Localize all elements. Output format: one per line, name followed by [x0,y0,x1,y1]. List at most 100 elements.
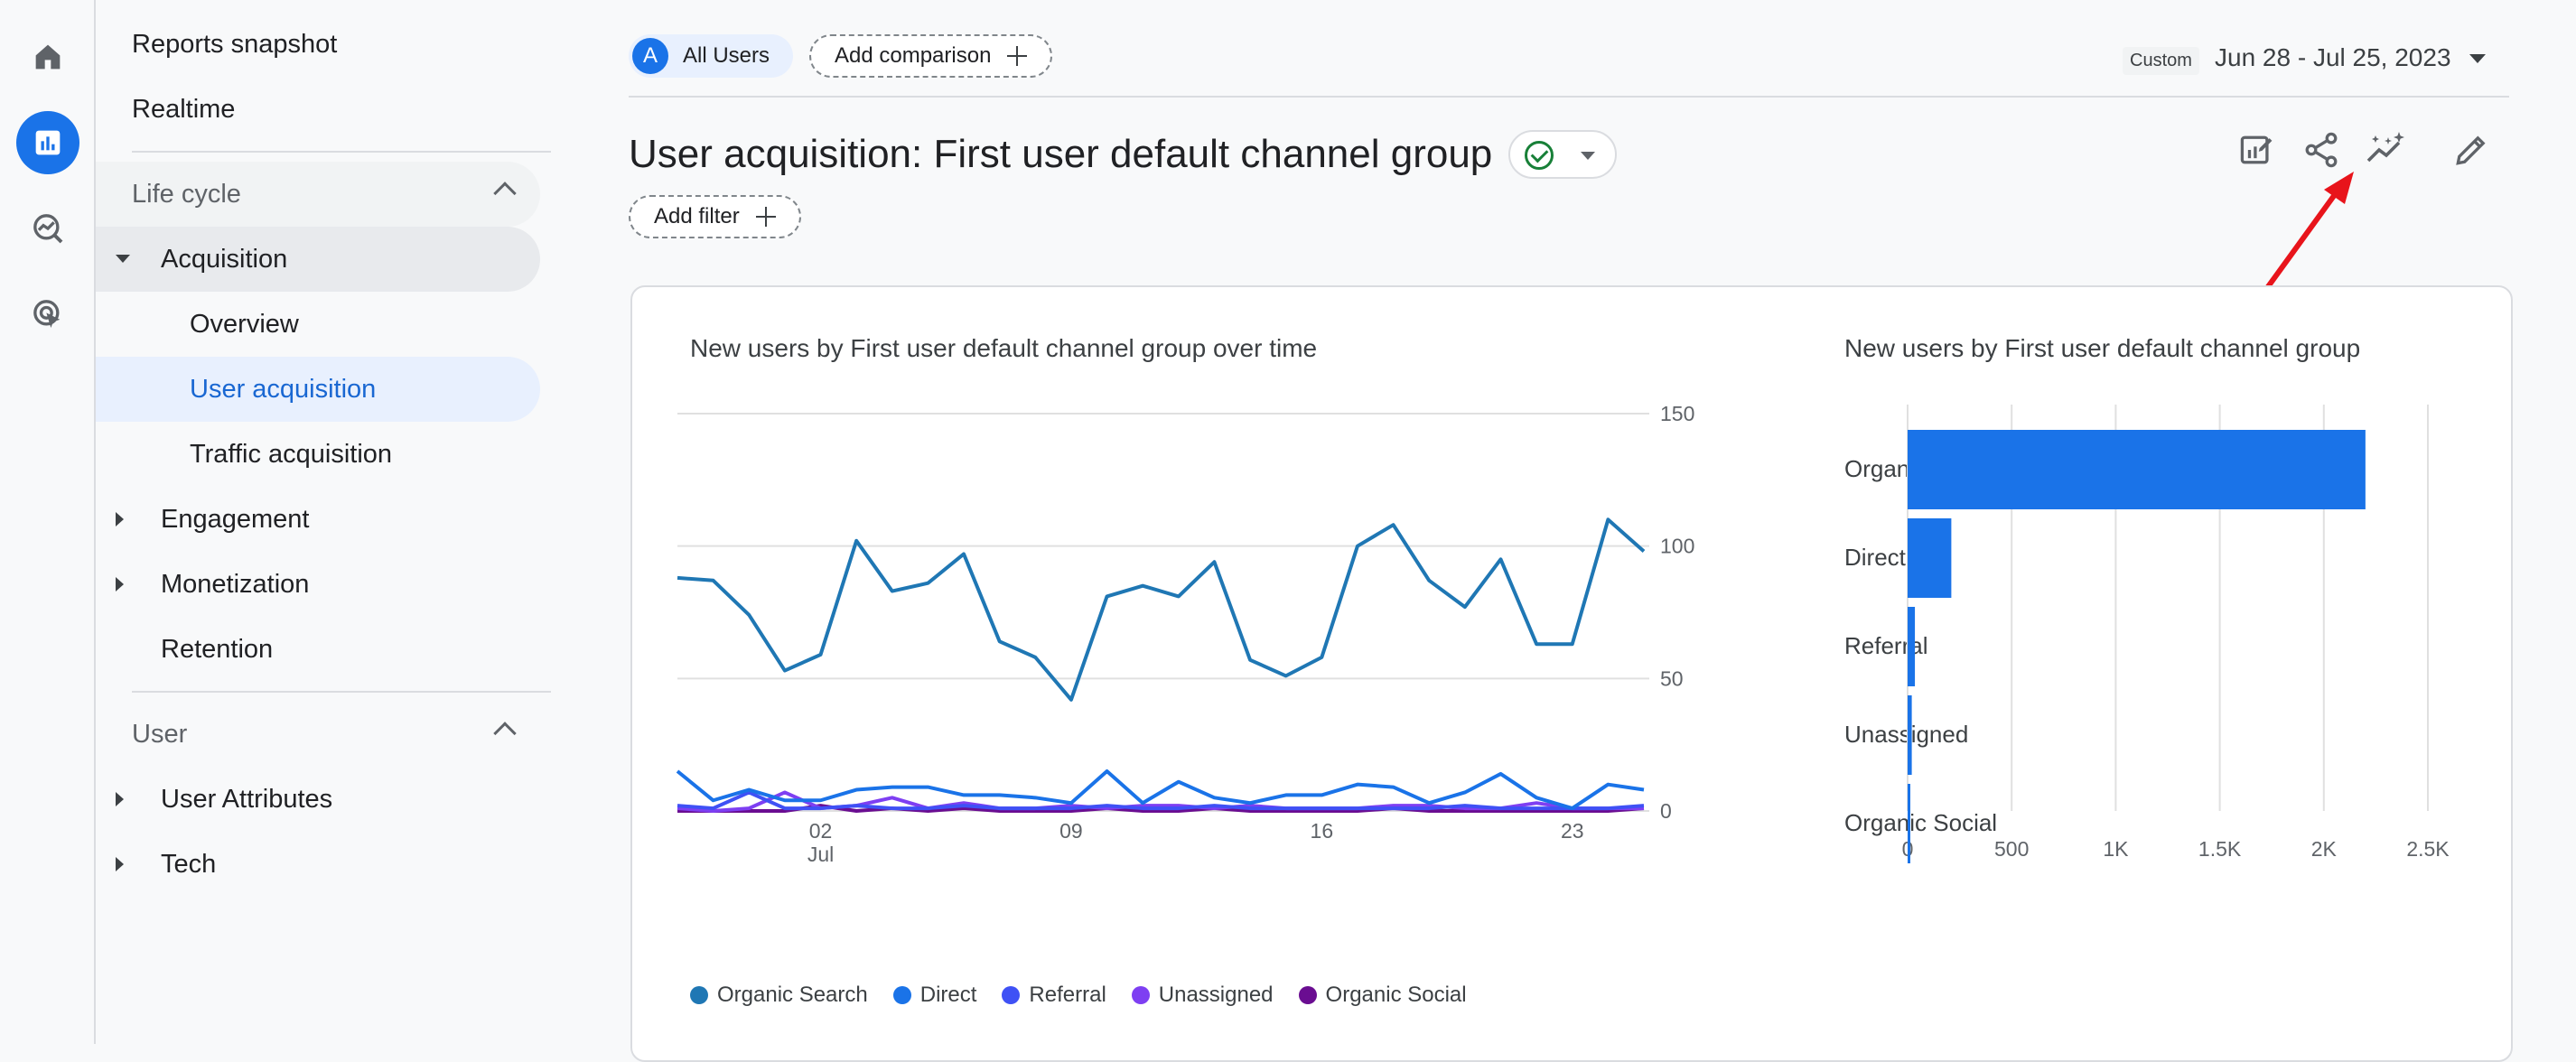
caret-down-icon[interactable] [2469,54,2486,63]
line-chart-legend: Organic Search Direct Referral Unassigned Or… [690,983,1467,1008]
home-icon[interactable] [16,25,79,88]
chevron-up-icon [493,722,517,745]
main-content: A All Users Add comparison Custom Jun 28… [547,0,2576,1062]
legend-label: Referral [1029,983,1106,1007]
sidebar-item-label: Monetization [161,569,310,599]
sidebar-item-monetization[interactable]: Monetization [96,552,540,617]
sidebar-item-realtime[interactable]: Realtime [132,77,235,142]
legend-dot-icon [892,986,911,1004]
caret-right-icon [116,792,124,806]
line-chart-title: New users by First user default channel … [690,334,1318,362]
legend-item[interactable]: Organic Search [690,983,868,1008]
charts-card: New users by First user default channel … [630,285,2513,1062]
divider [132,691,551,693]
caret-right-icon [116,577,124,592]
sidebar-item-engagement[interactable]: Engagement [96,487,540,552]
x-tick-label: 2K [2311,837,2338,861]
y-tick-label: 150 [1660,402,1694,425]
nav-rail [0,0,96,1044]
sidebar-item-reports-snapshot[interactable]: Reports snapshot [132,12,337,77]
legend-label: Unassigned [1158,983,1274,1007]
sidebar-item-label: User acquisition [190,374,377,404]
date-range-picker[interactable]: Jun 28 - Jul 25, 2023 [2215,43,2451,71]
series-line-referral [677,790,1645,811]
x-tick-label: 23 [1561,819,1584,843]
share-icon[interactable] [2296,125,2347,175]
sidebar-item-label: Realtime [132,94,236,124]
legend-dot-icon [690,986,708,1004]
legend-item[interactable]: Unassigned [1131,983,1274,1008]
bar-category-label: Organic Social [1844,809,1998,836]
chevron-up-icon [493,182,517,205]
section-life-cycle[interactable]: Life cycle [96,162,540,227]
page-title: User acquisition: First user default cha… [629,132,1493,176]
y-tick-label: 50 [1660,666,1684,690]
x-tick-label: 1.5K [2198,837,2242,861]
add-filter-button[interactable]: Add filter [629,195,801,238]
y-tick-label: 100 [1660,535,1694,558]
plus-icon [1007,46,1028,66]
insights-icon[interactable] [2361,125,2412,175]
bar-direct [1908,518,1952,598]
caret-right-icon [116,512,124,526]
edit-pencil-icon[interactable] [2446,125,2497,175]
avatar: A [632,38,668,74]
sidebar-item-tech[interactable]: Tech [96,832,540,897]
caret-down-icon [1581,152,1595,160]
legend-dot-icon [1131,986,1150,1004]
legend-label: Direct [919,983,977,1007]
divider [629,96,2509,98]
legend-item[interactable]: Organic Social [1298,983,1467,1008]
explore-icon[interactable] [16,197,79,260]
legend-label: Organic Search [717,983,868,1007]
bar-category-label: Unassigned [1844,721,1969,748]
sidebar-item-user-attributes[interactable]: User Attributes [96,767,540,832]
bar-category-label: Direct [1844,544,1906,571]
x-tick-label: 500 [1994,837,2029,861]
x-tick-label: 16 [1311,819,1334,843]
legend-item[interactable]: Referral [1002,983,1106,1008]
x-tick-label: 09 [1059,819,1083,843]
series-line-direct [676,769,1645,811]
section-label: User [132,719,188,749]
status-dropdown[interactable] [1508,130,1617,179]
sidebar-item-label: Retention [161,634,274,664]
x-tick-label: 1K [2103,837,2129,861]
sidebar-item-label: Tech [161,849,217,879]
all-users-chip[interactable]: A All Users [629,34,793,78]
section-user[interactable]: User [96,702,540,767]
section-label: Life cycle [132,179,241,209]
sidebar-item-overview[interactable]: Overview [190,292,299,357]
reports-icon[interactable] [16,111,79,174]
all-users-label: All Users [683,43,770,68]
sidebar: Reports snapshot Realtime Life cycle Acq… [96,0,551,1044]
series-line-organic-search [677,517,1646,702]
custom-tag: Custom [2123,47,2199,75]
add-comparison-label: Add comparison [835,43,992,68]
sidebar-item-label: Reports snapshot [132,29,338,59]
caret-down-icon [116,255,130,263]
add-comparison-button[interactable]: Add comparison [809,34,1053,78]
sidebar-item-retention[interactable]: Retention [161,617,273,682]
sidebar-item-acquisition[interactable]: Acquisition [96,227,540,292]
advertising-icon[interactable] [16,283,79,346]
bar-chart-title: New users by First user default channel … [1844,334,2361,362]
bar-category-labels: Organic SearchDirectReferralUnassignedOr… [632,287,2008,836]
legend-item[interactable]: Direct [892,983,977,1008]
bar-referral [1908,607,1916,686]
customize-report-icon[interactable] [2231,125,2282,175]
x-tick-label: 2.5K [2406,837,2450,861]
legend-label: Organic Social [1325,983,1467,1007]
bar-organic-search [1908,430,2366,509]
sidebar-item-traffic-acquisition[interactable]: Traffic acquisition [190,422,392,487]
caret-right-icon [116,857,124,871]
x-tick-label: 02 [809,819,833,843]
sidebar-item-label: Engagement [161,504,310,534]
sidebar-item-label: Traffic acquisition [190,439,393,469]
x-tick-sublabel: Jul [807,843,834,866]
sidebar-item-user-acquisition[interactable]: User acquisition [96,357,540,422]
bar-organic-social [1908,784,1910,863]
check-circle-icon [1525,141,1554,170]
